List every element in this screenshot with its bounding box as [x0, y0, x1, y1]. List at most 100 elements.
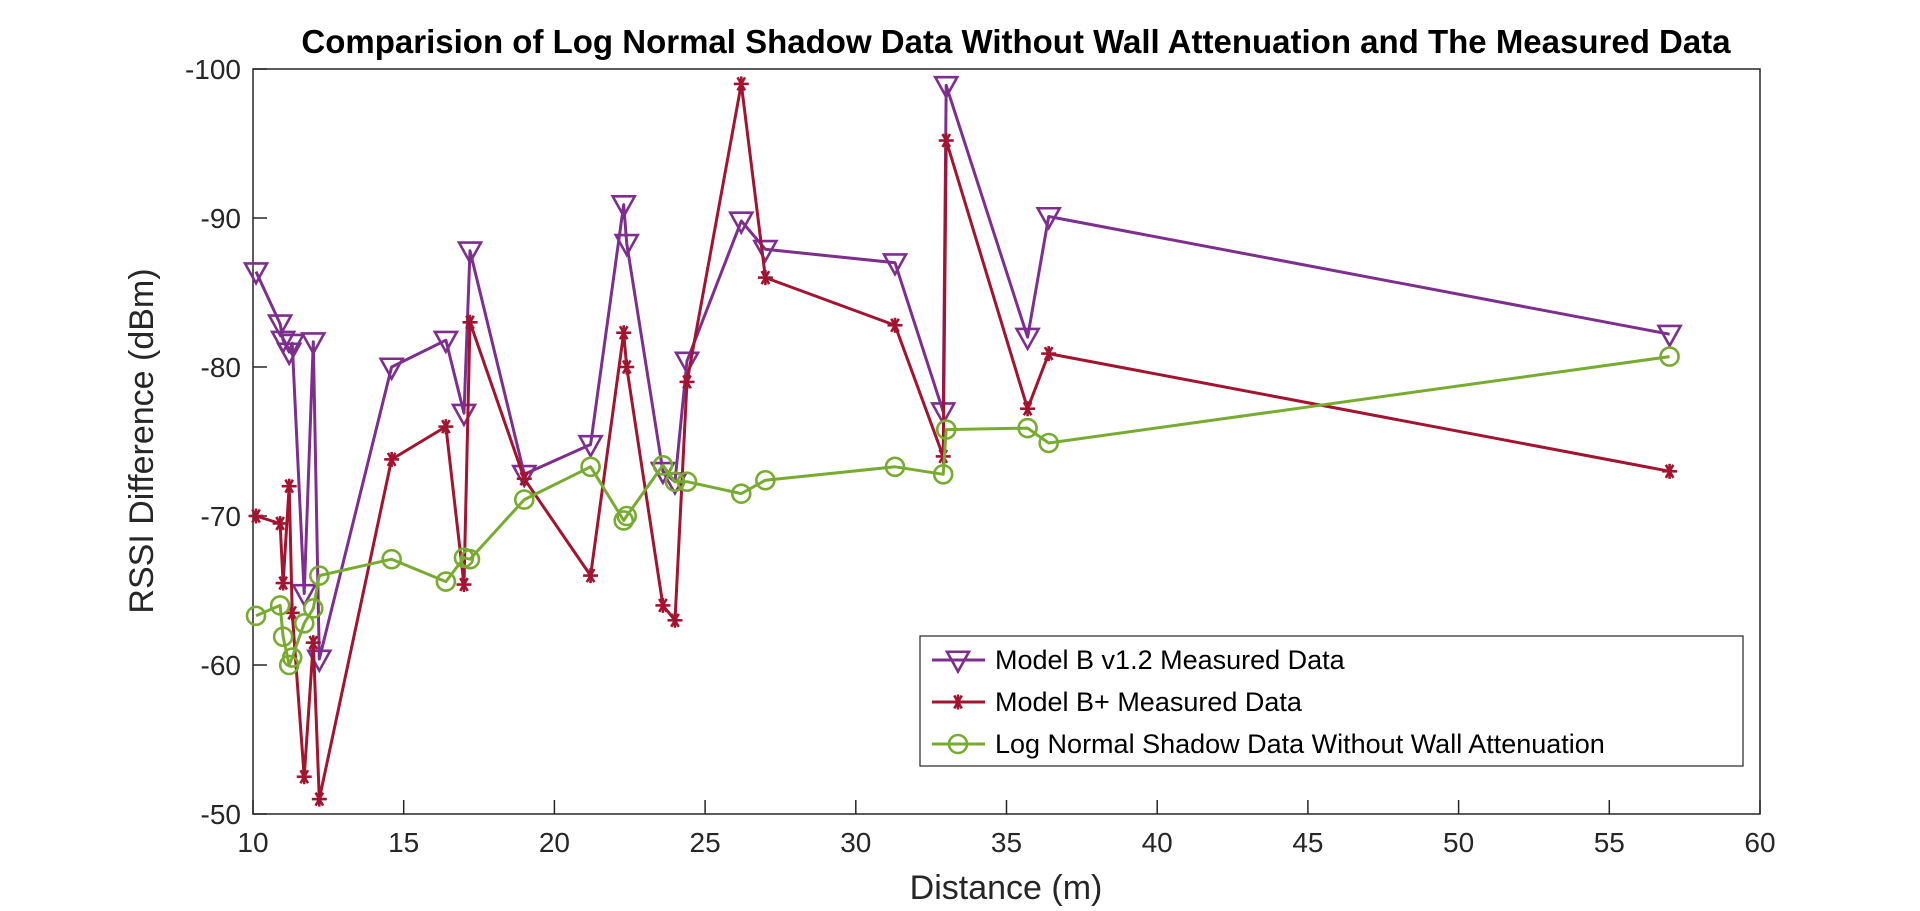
- data-point: [679, 374, 695, 390]
- data-point: [1035, 206, 1062, 231]
- series-line: [255, 355, 1670, 667]
- data-point: [511, 464, 538, 489]
- data-point: [664, 471, 686, 493]
- series-3: [245, 346, 1680, 676]
- x-tick-label: 15: [388, 827, 419, 858]
- y-axis-label: RSSI Difference (dBm): [123, 268, 161, 613]
- data-point: [932, 463, 954, 485]
- legend: Model B v1.2 Measured Data Model B+ Measu…: [919, 635, 1744, 767]
- data-point: [1038, 432, 1059, 454]
- legend-entry: Model B+ Measured Data: [932, 687, 1303, 717]
- data-point: [752, 239, 779, 264]
- data-point: [311, 791, 327, 807]
- x-tick-label: 35: [991, 827, 1022, 858]
- data-point: [456, 241, 484, 266]
- data-point: [728, 211, 755, 236]
- x-tick-label: 55: [1594, 827, 1625, 858]
- data-point: [293, 612, 315, 634]
- legend-label: Log Normal Shadow Data Without Wall Atte…: [995, 729, 1605, 759]
- data-point: [275, 575, 291, 591]
- legend-label: Model B v1.2 Measured Data: [995, 645, 1346, 675]
- data-point: [309, 565, 330, 586]
- data-point: [275, 342, 303, 367]
- data-point: [384, 451, 400, 467]
- data-point: [884, 456, 906, 478]
- series-line: [254, 83, 1670, 661]
- data-point: [269, 330, 297, 355]
- x-tick-label: 45: [1292, 827, 1323, 858]
- chart-title: Comparision of Log Normal Shadow Data Wi…: [301, 23, 1731, 60]
- data-point: [580, 456, 601, 478]
- data-point: [881, 253, 909, 277]
- data-point: [296, 769, 312, 785]
- data-point: [577, 434, 604, 459]
- data-point: [1041, 346, 1057, 362]
- y-tick-label: -90: [201, 203, 241, 234]
- data-point: [450, 403, 478, 428]
- y-tick-label: -80: [201, 352, 241, 383]
- data-point: [432, 330, 460, 355]
- legend-marker: [947, 733, 969, 755]
- legend-marker: [944, 650, 972, 675]
- data-point: [583, 568, 599, 584]
- data-point: [1659, 346, 1680, 367]
- data-point: [933, 75, 960, 100]
- plot-area: 10 15 20 25 30 35 40 45 50 55 60 -50 -60 -70 -80 -90 -1…: [185, 54, 1776, 858]
- y-tick-label: -100: [185, 54, 241, 85]
- x-axis: 10 15 20 25 30 35 40 45 50 55 60: [237, 800, 1776, 858]
- data-point: [300, 332, 327, 356]
- data-point: [652, 455, 674, 476]
- data-point: [513, 489, 535, 510]
- data-point: [248, 508, 264, 524]
- data-point: [676, 471, 698, 493]
- y-tick-label: -70: [201, 501, 241, 532]
- data-point: [655, 597, 671, 613]
- data-point: [1662, 463, 1678, 479]
- data-point: [272, 626, 294, 647]
- data-point: [456, 577, 472, 593]
- data-point: [755, 469, 776, 491]
- data-point: [616, 505, 638, 527]
- data-point: [378, 357, 405, 382]
- data-point: [459, 548, 481, 570]
- data-point: [667, 612, 683, 628]
- data-point: [291, 583, 318, 608]
- data-point: [1014, 327, 1041, 352]
- x-tick-label: 25: [690, 827, 721, 858]
- data-point: [272, 515, 288, 531]
- legend-entry: Model B v1.2 Measured Data: [932, 645, 1346, 675]
- data-point: [1020, 401, 1036, 417]
- data-point: [281, 478, 297, 494]
- data-point: [269, 595, 291, 616]
- data-point: [1017, 417, 1038, 439]
- data-point: [281, 647, 303, 668]
- data-point: [242, 262, 270, 286]
- data-point: [613, 233, 640, 258]
- data-point: [733, 76, 749, 92]
- series-2: [248, 76, 1678, 807]
- x-tick-label: 60: [1744, 827, 1775, 858]
- x-axis-label: Distance (m): [910, 869, 1103, 907]
- data-point: [673, 351, 701, 376]
- data-point: [757, 270, 773, 286]
- data-point: [245, 605, 267, 627]
- data-point: [887, 317, 903, 333]
- data-point: [935, 419, 957, 440]
- x-tick-label: 20: [539, 827, 570, 858]
- x-tick-label: 50: [1443, 827, 1474, 858]
- series-1: [242, 75, 1683, 674]
- data-point: [938, 133, 954, 149]
- legend-entry: Log Normal Shadow Data Without Wall Atte…: [932, 729, 1605, 759]
- y-tick-label: -60: [201, 650, 241, 681]
- data-point: [613, 510, 635, 531]
- data-point: [305, 635, 321, 651]
- legend-label: Model B+ Measured Data: [995, 687, 1303, 717]
- data-point: [516, 471, 532, 487]
- series-layer: [242, 75, 1683, 807]
- data-point: [616, 325, 632, 341]
- data-point: [381, 548, 402, 570]
- legend-box: [919, 635, 1744, 767]
- data-point: [619, 359, 635, 375]
- data-point: [435, 571, 457, 592]
